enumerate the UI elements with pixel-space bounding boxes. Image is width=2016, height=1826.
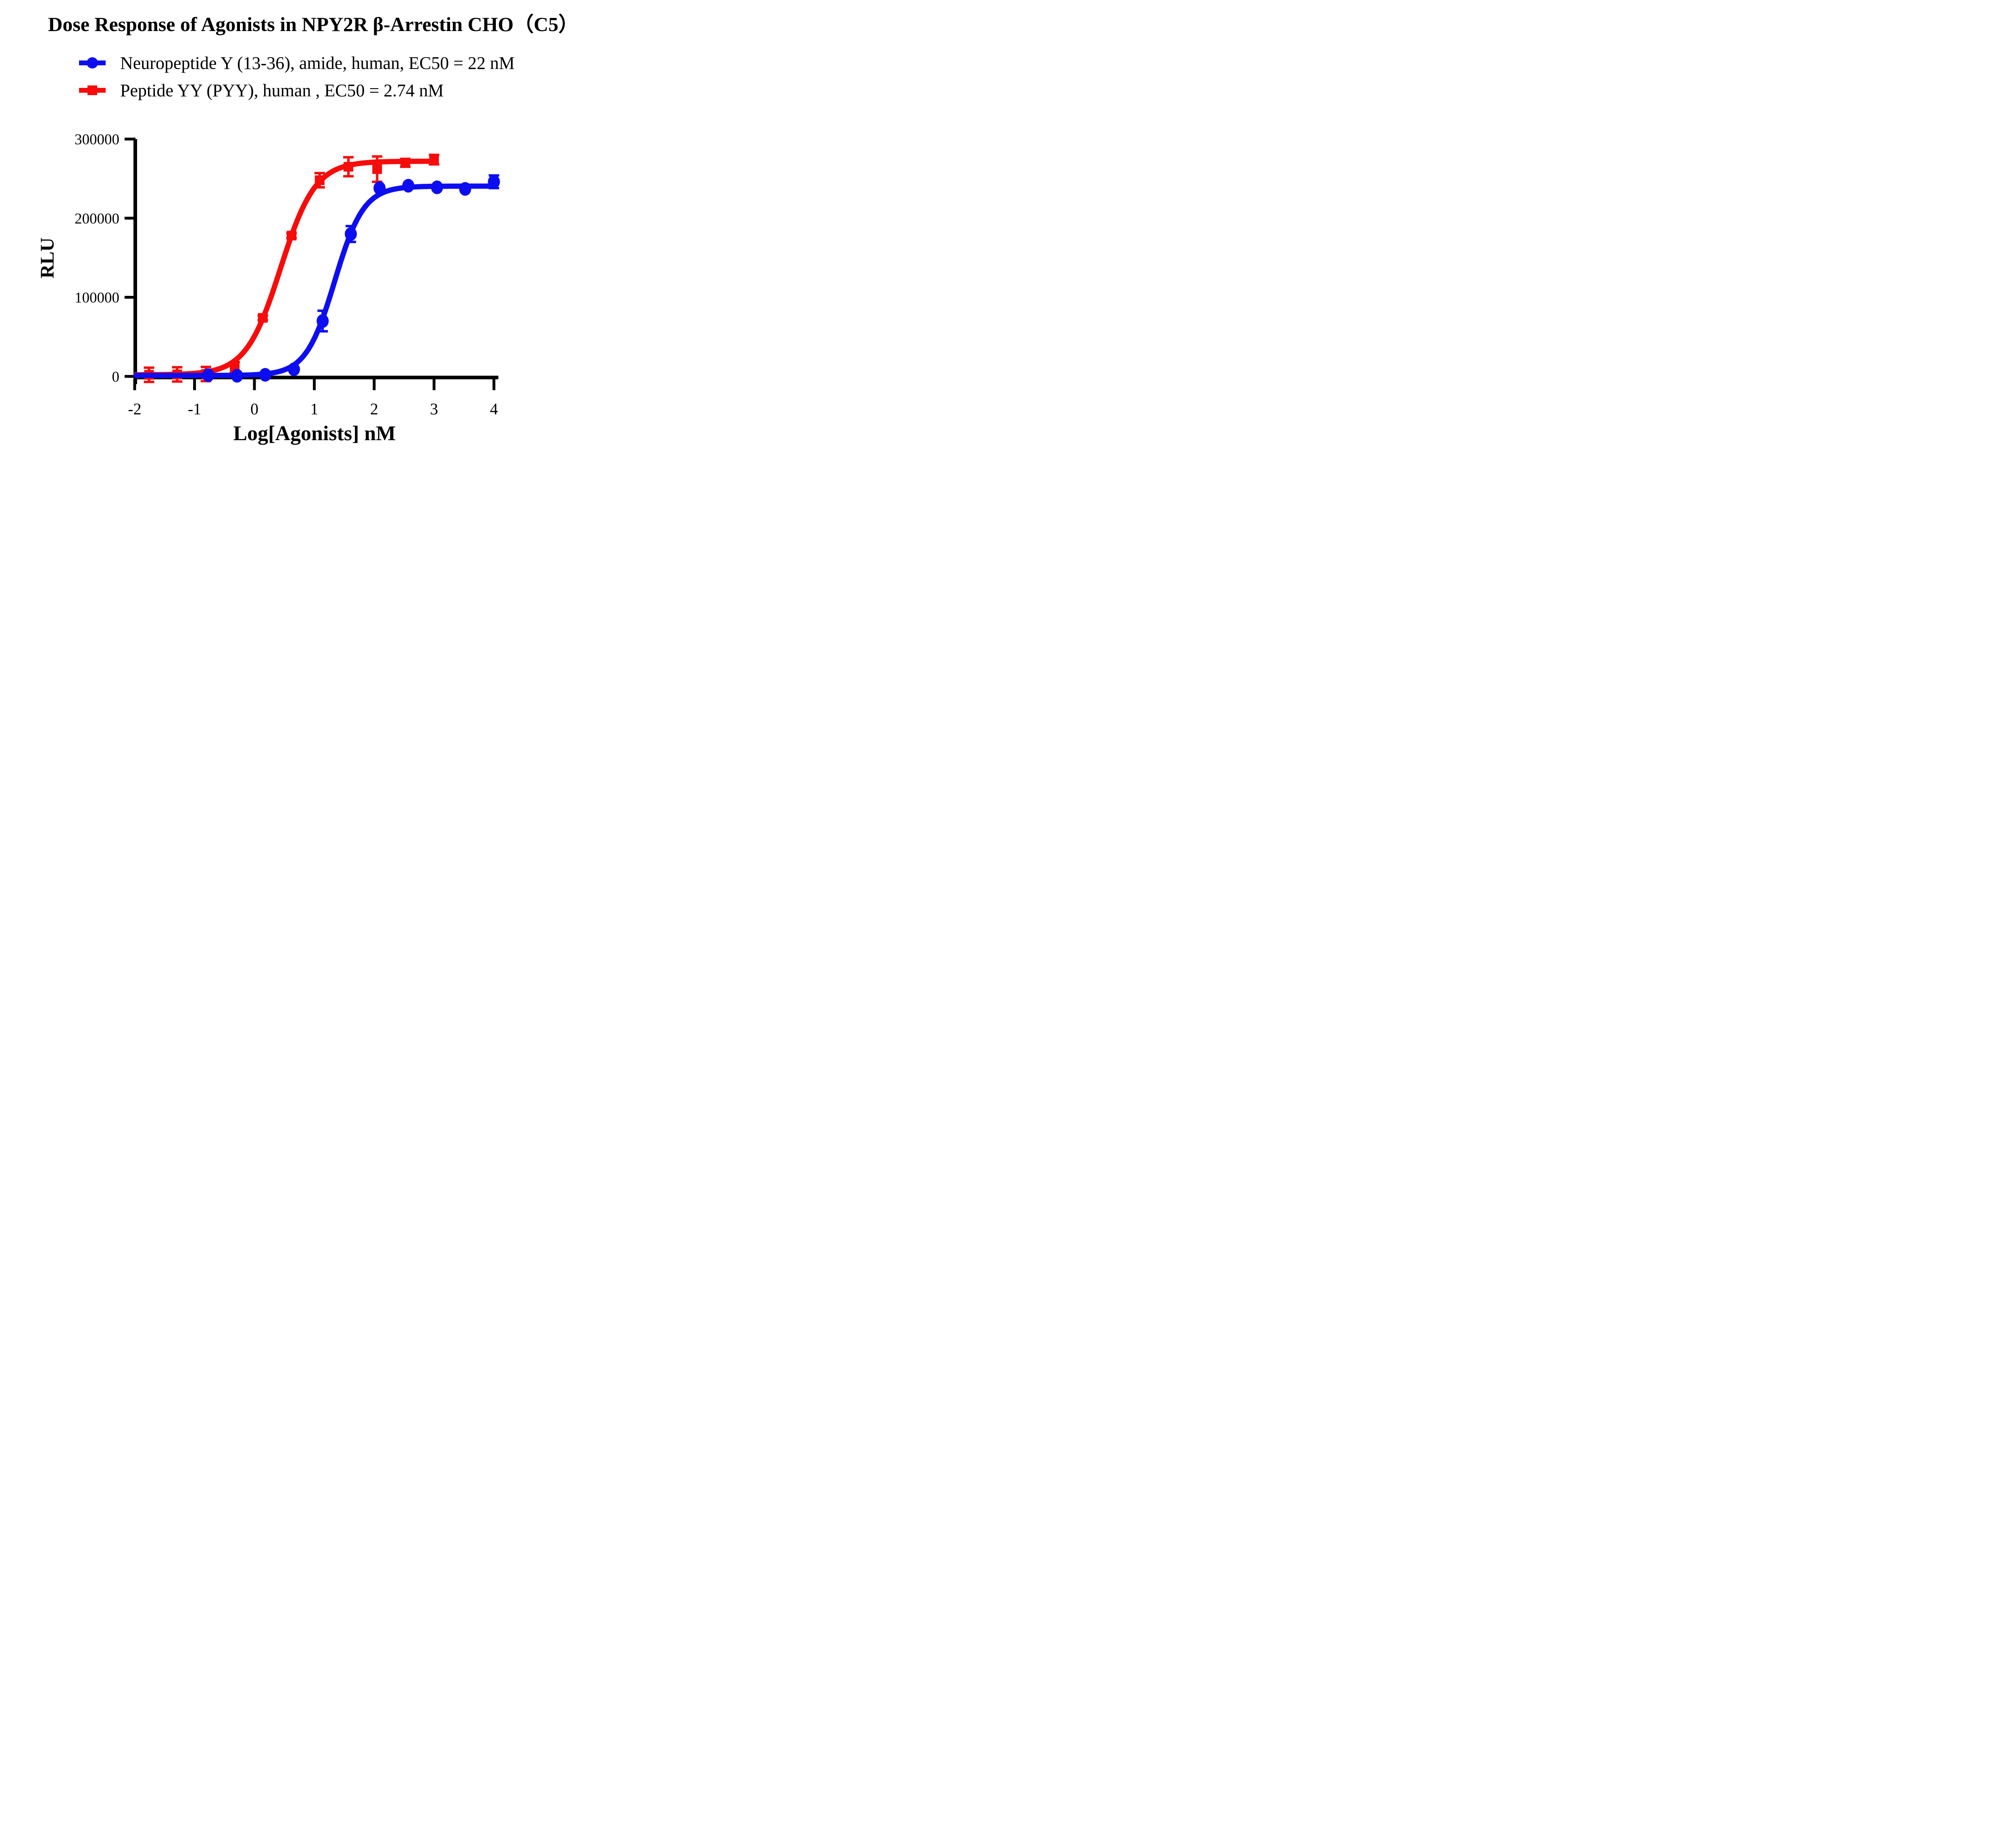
- data-point-circle: [259, 368, 271, 382]
- data-point-circle: [373, 181, 386, 195]
- legend-marker-circle: [79, 56, 106, 69]
- x-tick-label: -1: [188, 400, 201, 418]
- x-tick-label: 1: [310, 400, 319, 418]
- data-point-square: [372, 164, 382, 174]
- x-tick-label: 2: [370, 400, 378, 418]
- plot-area: -2 -1 0 1 2 3 4 0 100000 200000 300000: [75, 131, 500, 418]
- square-icon: [87, 85, 97, 95]
- fit-curve-square: [133, 158, 437, 378]
- data-point-circle: [431, 180, 443, 194]
- x-axis-title: Log[Agonists] nM: [233, 422, 396, 445]
- y-tick-label: 200000: [75, 210, 119, 227]
- x-tick-label: 3: [430, 400, 438, 418]
- data-point-circle: [231, 369, 243, 383]
- x-tick-label: -2: [128, 400, 141, 418]
- data-point-circle: [459, 182, 471, 196]
- data-point-circle: [317, 314, 329, 328]
- x-tick-label: 0: [250, 400, 258, 418]
- legend-item: Neuropeptide Y (13-36), amide, human, EC…: [79, 49, 514, 77]
- y-tick-label: 0: [112, 369, 120, 385]
- circle-icon: [87, 57, 98, 69]
- y-tick-label: 100000: [75, 290, 119, 306]
- data-point-square: [400, 158, 410, 168]
- data-point-square: [344, 162, 354, 172]
- y-tick-label: 300000: [75, 131, 119, 148]
- legend-item: Peptide YY (PYY), human , EC50 = 2.74 nM: [79, 77, 514, 104]
- data-point-square: [429, 155, 439, 165]
- chart-title: Dose Response of Agonists in NPY2R β-Arr…: [48, 13, 579, 35]
- legend-marker-square: [79, 84, 106, 97]
- y-axis-title: RLU: [37, 237, 58, 279]
- data-point-square: [287, 231, 297, 241]
- x-tick-label: 4: [490, 400, 498, 418]
- legend: Neuropeptide Y (13-36), amide, human, EC…: [79, 49, 514, 104]
- figure: Dose Response of Agonists in NPY2R β-Arr…: [0, 0, 627, 457]
- data-point-circle: [202, 368, 215, 382]
- data-point-circle: [488, 175, 500, 189]
- data-point-circle: [345, 227, 357, 241]
- legend-label: Peptide YY (PYY), human , EC50 = 2.74 nM: [120, 80, 444, 100]
- legend-label: Neuropeptide Y (13-36), amide, human, EC…: [120, 53, 515, 73]
- data-point-circle: [288, 362, 300, 376]
- data-point-square: [258, 313, 268, 323]
- data-point-circle: [402, 179, 414, 193]
- data-point-square: [314, 175, 325, 185]
- fit-curve-circle: [133, 183, 494, 378]
